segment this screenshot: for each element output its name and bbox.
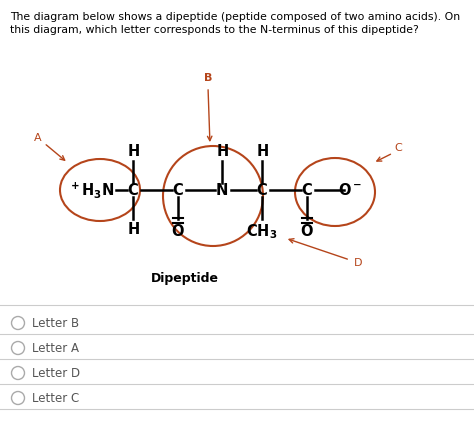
Text: $\mathbf{O}$: $\mathbf{O}$ [171, 223, 185, 239]
Text: Letter A: Letter A [32, 341, 79, 354]
Text: $\mathbf{O^-}$: $\mathbf{O^-}$ [338, 182, 362, 198]
Text: C: C [394, 143, 402, 153]
Text: Letter C: Letter C [32, 392, 79, 405]
Text: D: D [354, 258, 362, 268]
Text: $\mathbf{H}$: $\mathbf{H}$ [127, 143, 139, 159]
Text: B: B [204, 73, 212, 83]
Text: $\mathbf{N}$: $\mathbf{N}$ [216, 182, 228, 198]
Text: $\mathbf{CH_3}$: $\mathbf{CH_3}$ [246, 222, 278, 241]
Text: The diagram below shows a dipeptide (peptide composed of two amino acids). On: The diagram below shows a dipeptide (pep… [10, 12, 460, 22]
Text: $\mathbf{C}$: $\mathbf{C}$ [172, 182, 184, 198]
Text: $\mathbf{^+H_3N}$: $\mathbf{^+H_3N}$ [68, 180, 114, 200]
Text: $\mathbf{C}$: $\mathbf{C}$ [256, 182, 268, 198]
Text: $\mathbf{H}$: $\mathbf{H}$ [255, 143, 268, 159]
Text: $\mathbf{H}$: $\mathbf{H}$ [127, 221, 139, 237]
Text: $\mathbf{C}$: $\mathbf{C}$ [301, 182, 313, 198]
Text: Letter B: Letter B [32, 317, 79, 330]
Text: A: A [34, 133, 42, 143]
Text: Dipeptide: Dipeptide [151, 272, 219, 285]
Text: this diagram, which letter corresponds to the N-terminus of this dipeptide?: this diagram, which letter corresponds t… [10, 25, 419, 35]
Text: $\mathbf{H}$: $\mathbf{H}$ [216, 143, 228, 159]
Text: $\mathbf{C}$: $\mathbf{C}$ [127, 182, 139, 198]
Text: Letter D: Letter D [32, 367, 80, 379]
Text: $\mathbf{O}$: $\mathbf{O}$ [300, 223, 314, 239]
